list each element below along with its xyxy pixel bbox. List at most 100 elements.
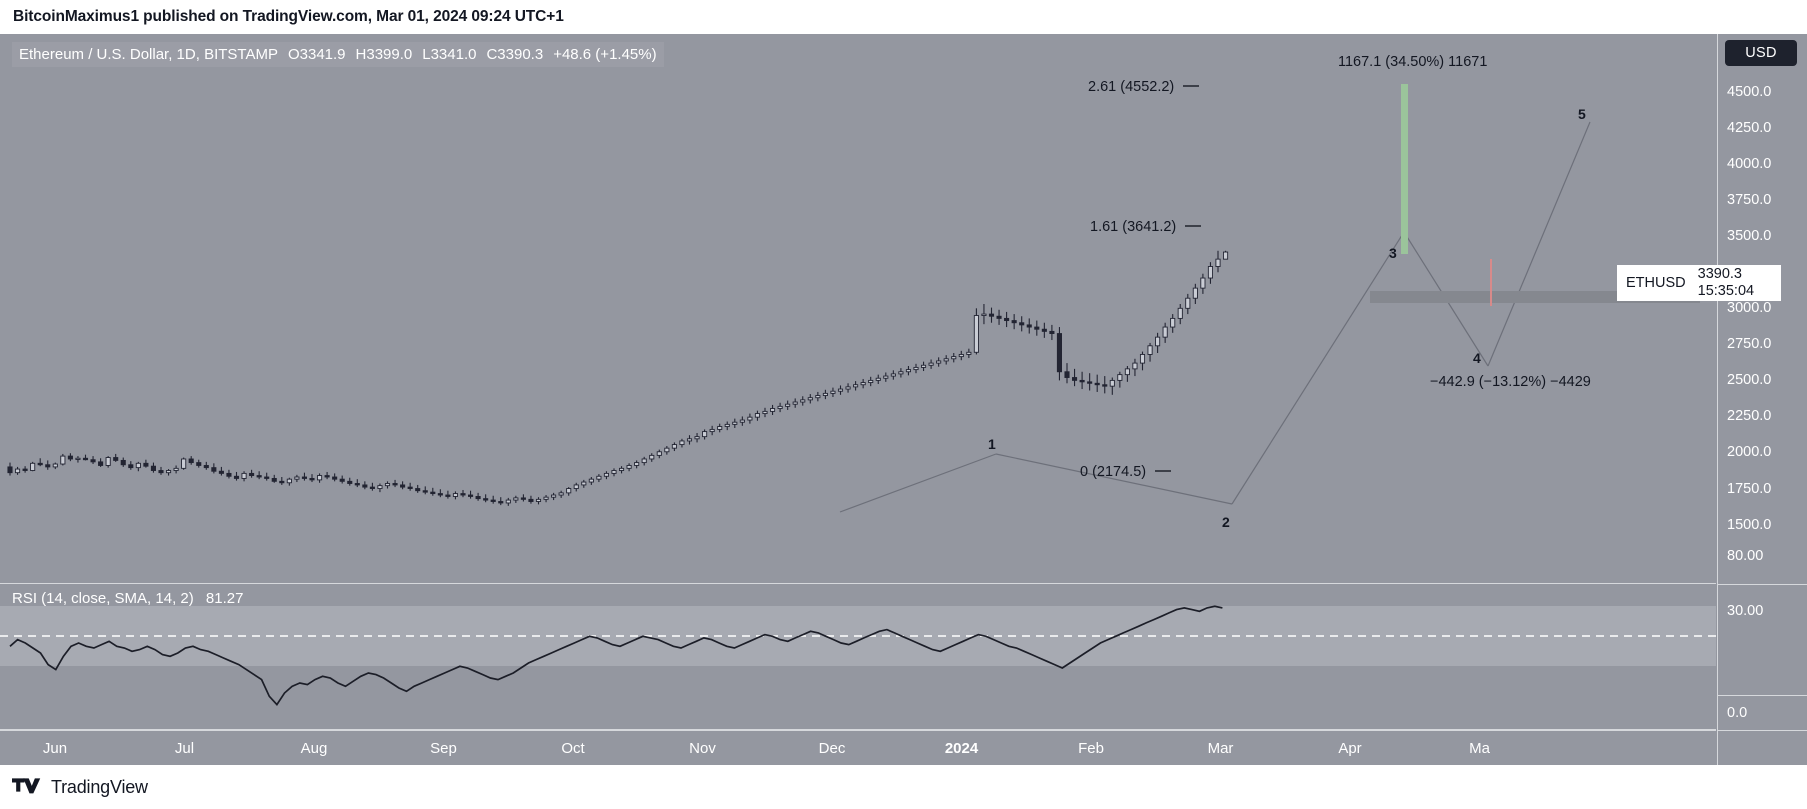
price-pane[interactable]: 2.61 (4552.2) 1.61 (3641.2) 0 (2174.5) 1… <box>0 34 1716 583</box>
candle-body <box>498 501 504 504</box>
legend-close: C3390.3 <box>486 45 544 63</box>
candle-body <box>1192 287 1198 299</box>
candle-body <box>822 392 828 396</box>
candle-body <box>14 468 21 474</box>
candle-body <box>384 483 391 487</box>
legend-change: +48.6 (+1.45%) <box>553 45 657 63</box>
candle-body <box>1207 266 1213 279</box>
candle-body <box>634 462 640 466</box>
candle-body <box>664 447 670 453</box>
price-scale-label: 2500.0 <box>1727 372 1772 389</box>
candle-body <box>150 465 157 471</box>
candle-body <box>422 490 428 493</box>
candle-body <box>445 494 451 497</box>
elliott-wave-path <box>839 121 1591 513</box>
candle-body <box>1215 258 1221 267</box>
rsi-pane[interactable]: RSI (14, close, SMA, 14, 2) 81.27 <box>0 584 1716 729</box>
candle-body <box>317 475 323 481</box>
candle-body <box>415 488 421 492</box>
candle-body <box>785 403 791 407</box>
pane-divider-price-rsi <box>0 583 1716 584</box>
candle-body <box>1177 307 1183 319</box>
time-axis-tick: Apr <box>1338 740 1362 757</box>
candle-body <box>611 470 617 474</box>
candle-body <box>890 373 896 377</box>
fib-level-261-label: 2.61 (4552.2) <box>1088 79 1200 95</box>
candle-body <box>747 416 753 421</box>
time-axis[interactable]: Jun Jul Aug Sep Oct Nov Dec 2024 Feb Mar Apr Ma <box>0 730 1716 766</box>
price-scale-label: 2250.0 <box>1727 408 1772 425</box>
candle-body <box>407 486 413 489</box>
candle-body <box>1079 379 1085 383</box>
candle-body <box>400 484 406 488</box>
candle-body <box>958 354 964 358</box>
legend-open: O3341.9 <box>287 45 346 63</box>
candle-body <box>936 360 942 364</box>
candle-body <box>588 478 594 483</box>
candle-body <box>264 476 270 479</box>
candle-body <box>581 481 587 486</box>
candle-body <box>543 496 549 500</box>
candle-body <box>853 384 859 388</box>
candle-body <box>475 496 481 500</box>
current-price-value: 3390.3 <box>1697 266 1742 282</box>
candle-body <box>203 465 209 469</box>
bearish-measure-bar <box>1490 259 1492 306</box>
candle-body <box>1222 251 1229 260</box>
candle-body <box>724 423 730 427</box>
candle-body <box>1034 326 1040 330</box>
candle-body <box>1147 345 1153 355</box>
candle-body <box>981 313 987 316</box>
candle-body <box>452 493 459 497</box>
price-legend[interactable]: Ethereum / U.S. Dollar, 1D, BITSTAMP O33… <box>12 42 664 67</box>
current-price-tag[interactable]: ETHUSD 3390.3 15:35:04 <box>1617 265 1781 301</box>
time-axis-tick: Mar <box>1207 740 1234 757</box>
fib-level-0-text: 0 (2174.5) <box>1080 464 1147 480</box>
price-scale-label: 3500.0 <box>1727 228 1772 245</box>
candle-body <box>973 315 979 353</box>
candle-body <box>868 379 874 384</box>
price-series-canvas <box>7 121 1591 513</box>
scale-divider-volume-time <box>1718 730 1807 731</box>
candle-body <box>1071 377 1078 381</box>
rsi-legend[interactable]: RSI (14, close, SMA, 14, 2) 81.27 <box>12 590 243 607</box>
candle-body <box>22 468 28 471</box>
candle-body <box>1087 381 1093 384</box>
candle-body <box>7 466 13 474</box>
candle-body <box>460 493 466 496</box>
candle-body <box>332 476 338 480</box>
candle-body <box>1041 328 1047 332</box>
rsi-legend-value: 81.27 <box>205 590 244 607</box>
candle-body <box>196 462 202 466</box>
candle-body <box>513 497 519 501</box>
price-scale-label: 4250.0 <box>1727 120 1772 137</box>
bullish-measure-bar <box>1401 84 1408 254</box>
candle-body <box>679 440 685 446</box>
candle-body <box>800 399 806 403</box>
candle-body <box>619 467 625 471</box>
rsi-overbought-oversold-band <box>0 606 1716 666</box>
candle-body <box>1155 336 1161 347</box>
candle-body <box>913 366 919 371</box>
candle-body <box>754 413 760 418</box>
candle-body <box>686 438 693 442</box>
fib-level-161-text: 1.61 (3641.2) <box>1090 219 1177 235</box>
candle-body <box>483 498 489 501</box>
currency-badge[interactable]: USD <box>1725 40 1797 66</box>
pane-divider-rsi-volume <box>0 729 1716 730</box>
candle-body <box>339 478 345 482</box>
candle-body <box>898 371 904 375</box>
price-scale-label: 3000.0 <box>1727 300 1772 317</box>
candle-body <box>120 459 126 466</box>
candle-body <box>241 472 247 479</box>
candle-body <box>1004 317 1010 322</box>
candle-body <box>30 462 36 471</box>
candle-body <box>60 455 66 465</box>
candle-body <box>1109 379 1115 387</box>
tradingview-logo[interactable]: TradingView <box>12 777 148 798</box>
candle-body <box>45 464 51 468</box>
price-scale[interactable]: USD 4500.0 4250.0 4000.0 3750.0 3500.0 3000.0… <box>1717 34 1807 765</box>
candle-body <box>694 436 700 440</box>
candle-body <box>777 405 783 409</box>
elliott-wave-1-label: 1 <box>988 436 996 452</box>
